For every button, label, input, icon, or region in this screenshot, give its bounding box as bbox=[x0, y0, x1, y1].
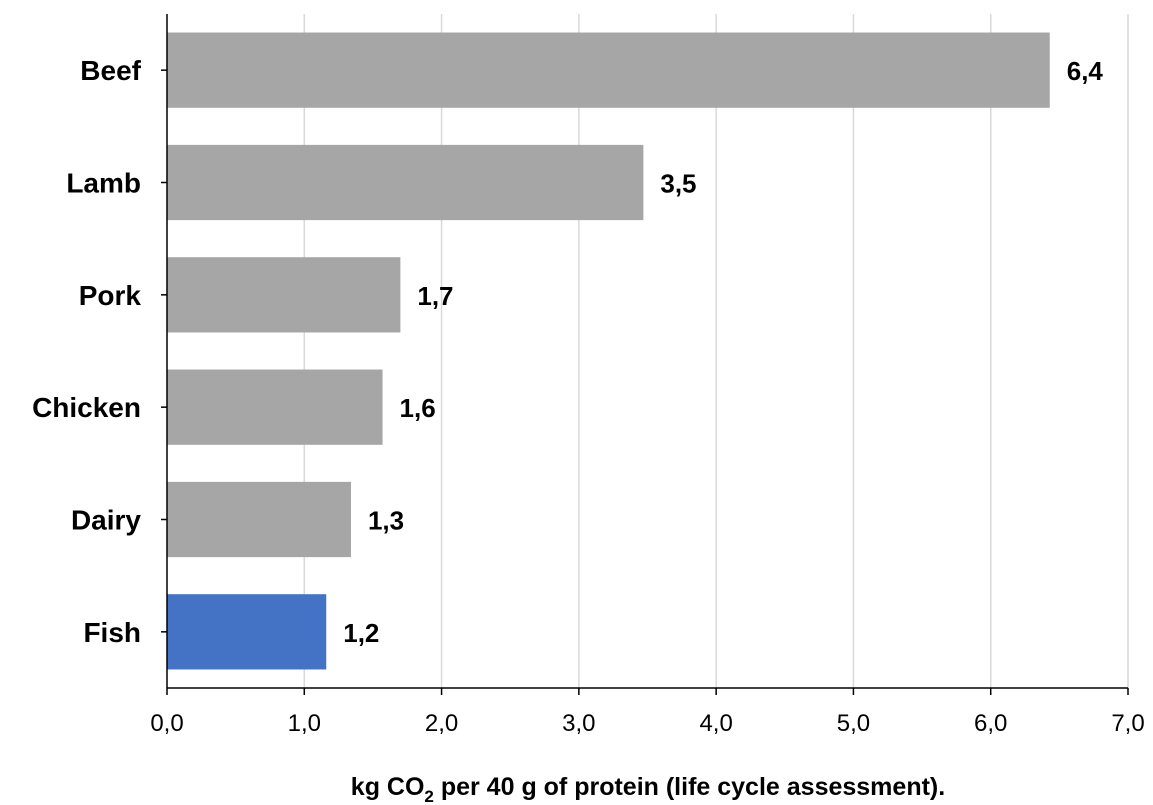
bar-pork bbox=[167, 257, 401, 333]
bar-beef bbox=[167, 32, 1050, 108]
category-label-chicken: Chicken bbox=[32, 392, 141, 423]
category-label-fish: Fish bbox=[83, 617, 141, 648]
x-tick-label-0: 0,0 bbox=[150, 710, 183, 737]
x-tick-label-4: 4,0 bbox=[699, 710, 732, 737]
bar-fish bbox=[167, 594, 327, 670]
value-label-pork: 1,7 bbox=[417, 281, 453, 311]
x-tick-label-2: 2,0 bbox=[425, 710, 458, 737]
labels: Beef 6,4 Lamb 3,5 Pork 1,7 Chicken 1,6 Dairy 1,3 F… bbox=[32, 55, 1145, 737]
x-axis-title-subscript: 2 bbox=[424, 787, 433, 805]
category-label-lamb: Lamb bbox=[66, 168, 141, 199]
bars bbox=[167, 32, 1050, 670]
x-tick-label-6: 6,0 bbox=[974, 710, 1007, 737]
value-label-chicken: 1,6 bbox=[400, 393, 436, 423]
category-label-dairy: Dairy bbox=[71, 505, 141, 536]
x-tick-label-1: 1,0 bbox=[288, 710, 321, 737]
value-label-lamb: 3,5 bbox=[660, 169, 696, 199]
x-tick-label-7: 7,0 bbox=[1111, 710, 1144, 737]
x-axis-title: kg CO2 per 40 g of protein (life cycle a… bbox=[351, 773, 945, 805]
gridlines bbox=[303, 14, 1129, 688]
x-tick-label-5: 5,0 bbox=[837, 710, 870, 737]
category-label-beef: Beef bbox=[80, 55, 141, 86]
x-axis-title-prefix: kg CO bbox=[351, 773, 425, 801]
x-tick-label-3: 3,0 bbox=[562, 710, 595, 737]
bar-chicken bbox=[167, 369, 383, 445]
value-label-beef: 6,4 bbox=[1067, 56, 1104, 86]
x-axis-title-suffix: per 40 g of protein (life cycle assessme… bbox=[434, 773, 945, 801]
bar-dairy bbox=[167, 481, 351, 558]
value-label-fish: 1,2 bbox=[343, 618, 379, 648]
axes bbox=[161, 14, 1129, 695]
category-label-pork: Pork bbox=[79, 280, 142, 311]
bar-lamb bbox=[167, 144, 644, 221]
value-label-dairy: 1,3 bbox=[368, 506, 404, 536]
